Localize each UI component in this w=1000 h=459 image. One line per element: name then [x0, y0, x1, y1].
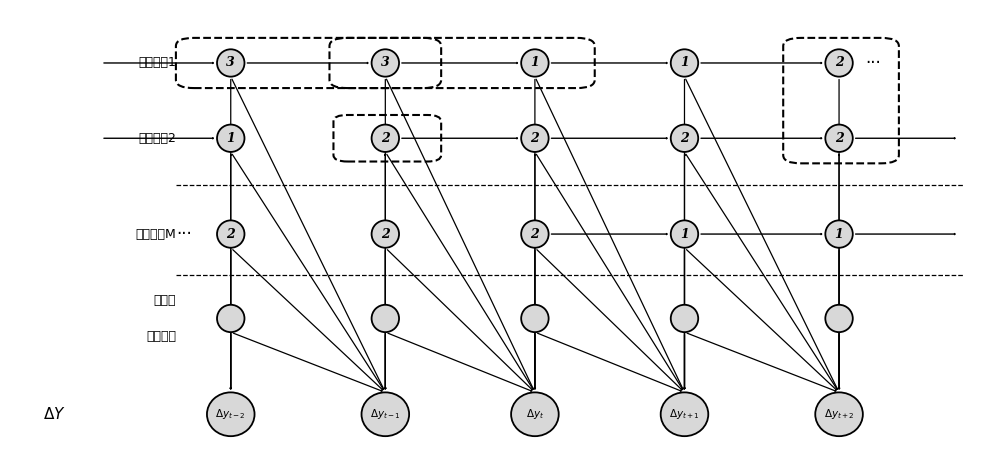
Ellipse shape	[372, 124, 399, 152]
Ellipse shape	[217, 124, 244, 152]
Ellipse shape	[217, 220, 244, 248]
Ellipse shape	[825, 220, 853, 248]
Text: 用电设备M: 用电设备M	[135, 228, 176, 241]
Text: 2: 2	[531, 228, 539, 241]
Ellipse shape	[207, 392, 255, 436]
Ellipse shape	[671, 305, 698, 332]
Ellipse shape	[372, 49, 399, 77]
Ellipse shape	[671, 220, 698, 248]
Ellipse shape	[362, 392, 409, 436]
Text: 3: 3	[226, 56, 235, 69]
Ellipse shape	[825, 49, 853, 77]
Ellipse shape	[825, 305, 853, 332]
Text: 2: 2	[835, 132, 843, 145]
Text: 未建模: 未建模	[153, 294, 176, 307]
Ellipse shape	[815, 392, 863, 436]
Ellipse shape	[825, 124, 853, 152]
Text: 1: 1	[680, 56, 689, 69]
Text: 1: 1	[531, 56, 539, 69]
Text: 2: 2	[531, 132, 539, 145]
Text: $\Delta y_{t+1}$: $\Delta y_{t+1}$	[669, 407, 700, 421]
Text: 2: 2	[680, 132, 689, 145]
Text: ···: ···	[865, 54, 881, 72]
Text: $\Delta y_{t+2}$: $\Delta y_{t+2}$	[824, 407, 854, 421]
Text: 1: 1	[226, 132, 235, 145]
Text: 1: 1	[835, 228, 843, 241]
Text: $\Delta Y$: $\Delta Y$	[43, 406, 66, 422]
Text: $\Delta y_{t-1}$: $\Delta y_{t-1}$	[370, 407, 401, 421]
Ellipse shape	[661, 392, 708, 436]
Ellipse shape	[511, 392, 559, 436]
Text: 2: 2	[226, 228, 235, 241]
Text: 用电设备2: 用电设备2	[138, 132, 176, 145]
Text: 用电设备1: 用电设备1	[138, 56, 176, 69]
Text: 2: 2	[381, 228, 390, 241]
Text: 用电设备: 用电设备	[146, 330, 176, 343]
Ellipse shape	[217, 305, 244, 332]
Text: 1: 1	[680, 228, 689, 241]
Text: ⋮: ⋮	[830, 140, 848, 157]
Ellipse shape	[372, 305, 399, 332]
Text: ⋮: ⋮	[222, 140, 240, 157]
Text: ⋮: ⋮	[376, 140, 394, 157]
Text: 3: 3	[381, 56, 390, 69]
Text: 2: 2	[381, 132, 390, 145]
Ellipse shape	[521, 220, 549, 248]
Ellipse shape	[671, 49, 698, 77]
Text: ···: ···	[176, 225, 192, 243]
Ellipse shape	[521, 49, 549, 77]
Text: ⋮: ⋮	[526, 140, 544, 157]
Ellipse shape	[372, 220, 399, 248]
Ellipse shape	[521, 305, 549, 332]
Text: 2: 2	[835, 56, 843, 69]
Text: $\Delta y_{t-2}$: $\Delta y_{t-2}$	[215, 407, 246, 421]
Text: ⋮: ⋮	[675, 140, 693, 157]
Ellipse shape	[671, 124, 698, 152]
Ellipse shape	[521, 124, 549, 152]
Text: $\Delta y_{t}$: $\Delta y_{t}$	[526, 407, 544, 421]
Ellipse shape	[217, 49, 244, 77]
